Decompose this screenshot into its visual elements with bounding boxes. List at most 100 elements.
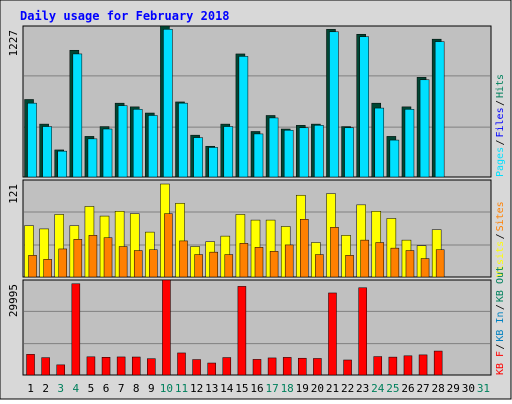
bar-sites-day-28 [435, 249, 445, 278]
x-tick-label-day-14: 14 [220, 382, 234, 395]
bar-kbytes-day-19 [298, 357, 307, 376]
bar-pages-day-15 [238, 56, 249, 178]
x-tick-label-day-8: 8 [133, 382, 140, 395]
x-tick-label-day-13: 13 [205, 382, 218, 395]
x-tick-label-day-2: 2 [42, 382, 49, 395]
x-tick-label-day-17: 17 [265, 382, 278, 395]
x-tick-label-day-15: 15 [235, 382, 248, 395]
legend-kb-out: KB Out [495, 266, 506, 302]
bar-kbytes-day-20 [313, 358, 322, 376]
x-tick-label-day-1: 1 [27, 382, 34, 395]
bar-kbytes-day-12 [192, 359, 201, 376]
bar-pages-day-10 [163, 29, 173, 178]
legend-kb-f: KB F [495, 351, 506, 375]
bar-kbytes-day-17 [267, 357, 277, 376]
panel-hits-ymax-label: 1227 [7, 30, 20, 57]
x-tick-label-day-9: 9 [148, 382, 155, 395]
bar-pages-day-27 [419, 79, 430, 178]
bar-kbytes-day-21 [328, 292, 337, 376]
bar-sites-day-10 [164, 213, 173, 278]
x-tick-label-day-22: 22 [341, 382, 354, 395]
panel-visits: 121 Visits / Sites [7, 179, 506, 278]
bar-pages-day-18 [283, 129, 294, 178]
x-tick-label-day-12: 12 [190, 382, 203, 395]
bar-kbytes-day-22 [343, 359, 352, 376]
x-tick-label-day-11: 11 [175, 382, 188, 395]
bar-pages-day-17 [268, 117, 279, 178]
bar-pages-day-22 [344, 127, 354, 178]
bar-sites-day-13 [209, 251, 218, 278]
bar-kbytes-day-18 [282, 357, 292, 376]
bar-sites-day-24 [375, 242, 385, 278]
bar-sites-day-15 [239, 243, 249, 278]
panel-visits-ymax-label: 121 [7, 184, 20, 204]
bar-sites-day-14 [224, 254, 234, 278]
x-tick-label-day-10: 10 [160, 382, 173, 395]
bar-pages-day-6 [102, 128, 113, 178]
bar-pages-day-5 [87, 138, 98, 178]
bar-sites-day-1 [28, 255, 37, 278]
x-tick-label-day-24: 24 [371, 382, 385, 395]
x-tick-label-day-31: 31 [477, 382, 490, 395]
legend-separator: / [495, 139, 506, 145]
bar-kbytes-day-7 [116, 356, 126, 376]
bar-kbytes-day-4 [71, 283, 81, 376]
bar-kbytes-day-5 [86, 356, 96, 376]
bar-kbytes-day-8 [131, 356, 141, 376]
bar-sites-day-4 [73, 239, 83, 278]
bar-kbytes-day-15 [237, 286, 247, 376]
bar-pages-day-23 [359, 36, 369, 178]
bar-sites-day-22 [345, 255, 354, 278]
bar-pages-day-4 [72, 53, 83, 178]
bar-sites-day-21 [330, 227, 339, 278]
bar-pages-day-26 [404, 109, 415, 178]
bar-sites-day-25 [390, 247, 400, 278]
bar-pages-day-7 [117, 105, 128, 178]
bar-pages-day-25 [389, 139, 400, 178]
chart-title: Daily usage for February 2018 [20, 9, 230, 23]
legend-separator: / [495, 233, 506, 239]
bar-pages-day-9 [148, 115, 158, 178]
bar-pages-day-13 [208, 147, 218, 178]
x-tick-label-day-19: 19 [296, 382, 309, 395]
legend-separator: / [495, 304, 506, 310]
bar-kbytes-day-27 [418, 354, 428, 376]
bar-sites-day-26 [405, 250, 415, 278]
x-tick-label-day-6: 6 [103, 382, 110, 395]
bar-sites-day-6 [103, 237, 113, 278]
bar-kbytes-day-13 [207, 362, 216, 376]
bar-pages-day-28 [434, 41, 445, 178]
x-tick-label-day-20: 20 [311, 382, 324, 395]
bar-pages-day-19 [299, 127, 309, 178]
bar-kbytes-day-14 [222, 357, 232, 376]
panel-hits-legend: Pages/Files/Hits [495, 74, 506, 177]
bar-kbytes-day-25 [388, 356, 398, 376]
x-tick-label-day-21: 21 [326, 382, 339, 395]
x-tick-label-day-3: 3 [57, 382, 64, 395]
bar-sites-day-8 [133, 250, 143, 278]
x-tick-label-day-25: 25 [386, 382, 399, 395]
bar-kbytes-day-9 [147, 358, 156, 376]
bar-pages-day-8 [132, 109, 143, 178]
bar-pages-day-20 [314, 125, 324, 178]
legend-hits: Hits [495, 74, 506, 98]
bar-sites-day-3 [58, 248, 67, 278]
panel-kbytes-ymax-label: 29995 [7, 284, 20, 317]
bar-sites-day-20 [315, 254, 324, 278]
bar-sites-day-19 [300, 219, 309, 278]
x-tick-label-day-23: 23 [356, 382, 369, 395]
bar-kbytes-day-6 [101, 357, 111, 376]
bar-pages-day-1 [27, 102, 37, 178]
x-tick-label-day-27: 27 [416, 382, 429, 395]
legend-kb-in: KB In [495, 311, 506, 341]
bar-sites-day-2 [43, 259, 52, 278]
bar-sites-day-18 [284, 244, 294, 278]
bar-kbytes-day-26 [403, 355, 413, 376]
legend-separator: / [495, 344, 506, 350]
x-tick-label-day-26: 26 [401, 382, 414, 395]
bar-kbytes-day-28 [433, 350, 443, 376]
x-tick-label-day-18: 18 [281, 382, 294, 395]
bar-sites-day-23 [360, 239, 369, 278]
